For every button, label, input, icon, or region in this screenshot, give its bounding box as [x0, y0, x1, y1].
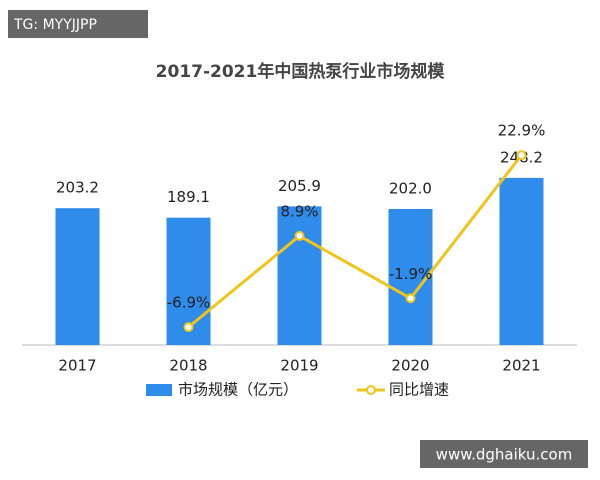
legend-label: 同比增速: [389, 381, 449, 399]
data-label: 22.9%: [498, 122, 546, 140]
watermark-box: [420, 440, 588, 468]
legend-label: 市场规模（亿元）: [178, 381, 298, 399]
x-tick-label: 2018: [169, 357, 207, 375]
data-label: -1.9%: [389, 265, 433, 283]
line-point: [183, 322, 194, 333]
bar: [55, 208, 100, 345]
legend-swatch: [366, 385, 376, 395]
line-point: [516, 150, 527, 161]
legend-swatch: [146, 384, 172, 396]
x-tick-label: 2019: [280, 357, 318, 375]
bar: [499, 177, 544, 345]
line: [187, 154, 523, 329]
data-label: -6.9%: [167, 294, 211, 312]
data-label: 205.9: [278, 177, 321, 195]
line-point: [294, 230, 305, 241]
x-tick-label: 2020: [391, 357, 429, 375]
data-label: 8.9%: [280, 202, 318, 220]
watermark: TG: MYYJJPP: [13, 17, 97, 33]
data-label: 202.0: [389, 179, 432, 197]
chart-title: 2017-2021年中国热泵行业市场规模: [156, 61, 446, 82]
line-point: [405, 293, 416, 304]
watermark: www.dghaiku.com: [436, 446, 573, 464]
data-label: 203.2: [56, 179, 99, 197]
x-tick-label: 2017: [58, 357, 96, 375]
bar: [277, 206, 322, 345]
watermark-box: [8, 10, 148, 38]
x-tick-label: 2021: [502, 357, 540, 375]
data-label: 189.1: [167, 188, 210, 206]
